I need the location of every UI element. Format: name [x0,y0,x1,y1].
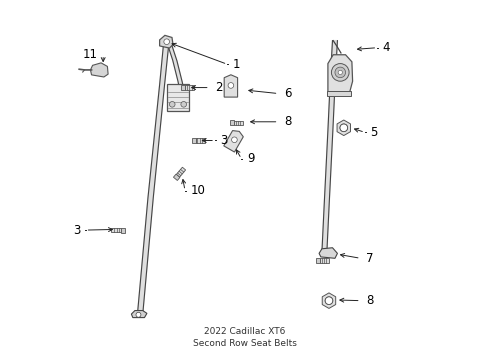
Text: 3: 3 [73,224,80,237]
Text: 8: 8 [284,115,291,128]
Polygon shape [185,85,195,90]
Polygon shape [167,84,190,111]
Circle shape [335,67,345,78]
Text: 1: 1 [233,58,240,71]
Circle shape [181,102,187,107]
Polygon shape [91,63,108,77]
Text: 11: 11 [83,48,98,61]
Circle shape [164,39,170,45]
Text: 2: 2 [215,81,222,94]
Text: 9: 9 [247,152,254,165]
Polygon shape [167,42,185,96]
Text: 4: 4 [383,41,390,54]
Polygon shape [234,121,243,125]
Circle shape [338,70,343,75]
Polygon shape [121,228,125,233]
Polygon shape [230,120,234,125]
Polygon shape [327,91,351,96]
Polygon shape [322,41,338,252]
Polygon shape [337,120,350,136]
Circle shape [331,64,349,81]
Polygon shape [160,35,173,48]
Polygon shape [316,258,320,263]
Text: 3: 3 [220,134,228,147]
Polygon shape [328,55,353,92]
Text: 5: 5 [370,126,378,139]
Circle shape [325,297,333,305]
Polygon shape [224,75,238,97]
Circle shape [228,83,234,88]
Circle shape [232,137,237,143]
Text: 7: 7 [366,252,373,265]
Polygon shape [181,85,185,90]
Polygon shape [173,174,180,180]
Polygon shape [131,311,147,318]
Circle shape [136,312,141,317]
Circle shape [340,124,348,132]
Polygon shape [322,293,336,309]
Text: 10: 10 [190,184,205,197]
Polygon shape [137,41,169,315]
Text: 8: 8 [366,294,373,307]
Polygon shape [196,138,205,143]
Polygon shape [192,138,196,143]
Text: 2022 Cadillac XT6
Second Row Seat Belts: 2022 Cadillac XT6 Second Row Seat Belts [193,327,297,348]
Polygon shape [320,258,329,262]
Text: 6: 6 [284,87,292,100]
Polygon shape [111,228,121,232]
Polygon shape [176,167,186,177]
Polygon shape [224,131,244,152]
Circle shape [170,102,175,107]
Polygon shape [319,248,338,258]
